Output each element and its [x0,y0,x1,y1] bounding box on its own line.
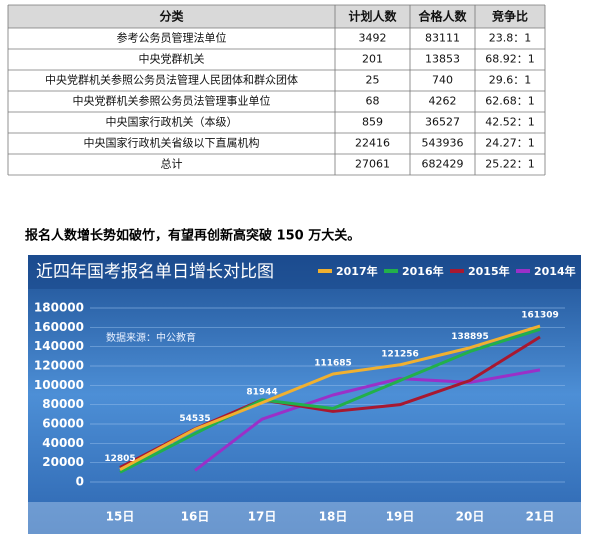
data-label: 81944 [246,387,277,397]
data-label: 138895 [451,332,489,342]
x-tick-label: 19日 [386,510,415,524]
chart-background [28,255,581,534]
paragraph: 报名人数增长势如破竹，有望再创新高突破 150 万大关。 [25,228,360,244]
y-tick-label: 60000 [42,417,84,431]
cell: 740 [432,74,453,87]
y-tick-label: 20000 [42,455,84,469]
cell: 24.27：1 [485,137,535,150]
y-tick-label: 40000 [42,436,84,450]
cell: 中央党群机关参照公务员法管理人民团体和群众团体 [45,73,298,87]
header-cell: 竞争比 [492,9,528,24]
y-tick-label: 180000 [34,301,84,315]
cell: 36527 [425,116,460,129]
series-line [119,327,541,474]
header-cell: 计划人数 [348,9,397,24]
y-tick-label: 0 [76,475,84,489]
cell: 4262 [429,95,457,108]
cell: 83111 [425,32,460,45]
cell: 25.22：1 [485,158,535,171]
y-tick-label: 120000 [34,359,84,373]
cell: 543936 [422,137,464,150]
legend-label: 2017年 [336,264,378,278]
cell: 68 [366,95,380,108]
cell: 中央党群机关 [139,52,205,66]
data-label: 161309 [521,311,559,321]
cell: 参考公务员管理法单位 [117,31,227,45]
header-background [8,5,545,28]
legend-label: 2016年 [402,264,444,278]
series-line [194,368,541,472]
chart: 0 20000 40000 60000 80000 100000 120000 140000 1… [34,264,576,524]
y-tick-label: 160000 [34,320,84,334]
x-tick-label: 15日 [106,510,135,524]
cell: 中央国家行政机关省级以下直属机构 [84,136,260,150]
series-line [119,324,541,471]
cell: 3492 [359,32,387,45]
x-tick-label: 16日 [181,510,210,524]
cell: 62.68：1 [485,95,535,108]
cell: 13853 [425,53,460,66]
data-label: 121256 [381,349,419,359]
cell: 29.6：1 [489,74,532,87]
cell: 682429 [422,158,464,171]
x-tick-label: 17日 [248,510,277,524]
header-cell: 合格人数 [418,9,467,24]
cell: 27061 [355,158,390,171]
x-tick-label: 21日 [526,510,555,524]
cell: 859 [362,116,383,129]
header-cell: 分类 [159,9,184,24]
x-tick-label: 20日 [456,510,485,524]
legend-label: 2015年 [468,264,510,278]
data-label: 54535 [179,414,210,424]
y-tick-label: 140000 [34,339,84,353]
chart-header [28,255,581,289]
cell: 中央党群机关参照公务员法管理事业单位 [73,94,271,108]
cell: 22416 [355,137,390,150]
data-label: 111685 [314,359,352,369]
cell: 中央国家行政机关（本级） [106,115,238,129]
cell: 42.52：1 [485,116,535,129]
y-tick-label: 100000 [34,378,84,392]
cell: 201 [362,53,383,66]
cell: 总计 [161,157,183,171]
chart-title: 近四年国考报名单日增长对比图 [36,262,274,282]
x-tick-label: 18日 [319,510,348,524]
y-tick-label: 80000 [42,397,84,411]
data-label: 12805 [104,454,135,464]
annotation: 数据来源：中公教育 [106,331,196,344]
cell: 68.92：1 [485,53,535,66]
x-axis-band [28,502,581,534]
cell: 23.8：1 [489,32,532,45]
cell: 25 [366,74,380,87]
legend-label: 2014年 [534,264,576,278]
